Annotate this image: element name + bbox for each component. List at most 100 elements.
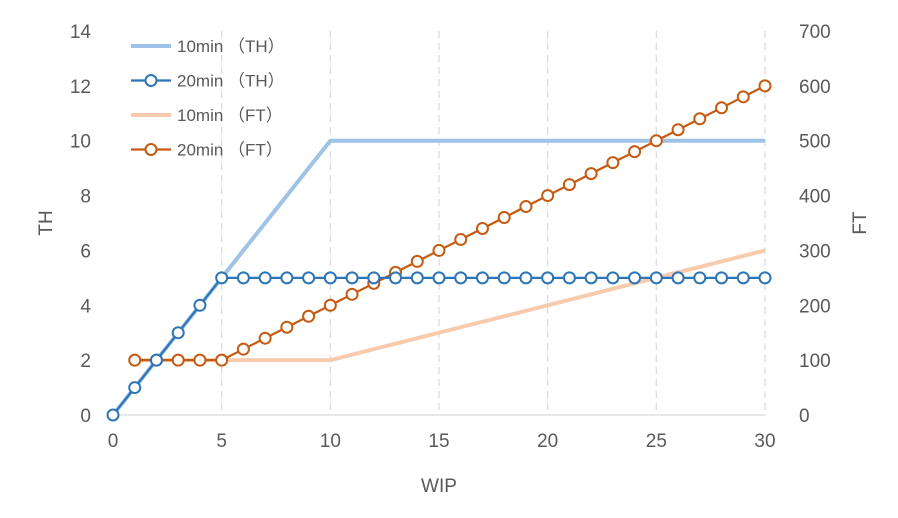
data-point xyxy=(128,381,142,395)
y2-tick-label: 700 xyxy=(799,22,831,43)
data-point xyxy=(410,271,424,285)
y2-tick-label: 600 xyxy=(799,77,831,98)
x-tick-label: 30 xyxy=(754,431,775,452)
data-point xyxy=(454,271,468,285)
x-axis-title: WIP xyxy=(421,476,457,497)
y2-tick-label: 0 xyxy=(799,406,810,427)
data-point xyxy=(736,271,750,285)
data-point xyxy=(693,271,707,285)
y-tick-label: 0 xyxy=(80,406,91,427)
data-point xyxy=(736,90,750,104)
data-point xyxy=(758,271,772,285)
y2-tick-label: 400 xyxy=(799,187,831,208)
data-point xyxy=(171,353,185,367)
x-tick-label: 15 xyxy=(428,431,449,452)
legend: 10min （TH） 20min （TH） 10min （FT） 20min （FT） xyxy=(131,37,285,160)
x-tick-label: 20 xyxy=(537,431,558,452)
data-point xyxy=(519,200,533,214)
data-point xyxy=(497,211,511,225)
legend-marker xyxy=(144,74,158,87)
legend-item: 10min （FT） xyxy=(131,106,283,125)
data-point xyxy=(171,326,185,340)
y2-axis-title: FT xyxy=(850,211,871,235)
data-point xyxy=(628,271,642,285)
legend-label: 10min （TH） xyxy=(177,37,285,56)
data-point xyxy=(236,271,250,285)
data-point xyxy=(345,287,359,301)
data-point xyxy=(454,232,468,246)
data-point xyxy=(280,271,294,285)
data-point xyxy=(432,243,446,257)
data-point xyxy=(649,271,663,285)
data-point xyxy=(432,271,446,285)
data-point xyxy=(693,112,707,126)
data-point xyxy=(628,145,642,159)
y-axis-title: TH xyxy=(36,210,57,235)
data-point xyxy=(280,320,294,334)
x-axis-ticks: 0 5 10 15 20 25 30 xyxy=(108,431,776,452)
data-point xyxy=(649,134,663,148)
y-tick-label: 8 xyxy=(80,187,91,208)
series-3 xyxy=(128,79,772,367)
data-point xyxy=(671,123,685,137)
legend-item: 10min （TH） xyxy=(131,37,285,56)
data-point xyxy=(606,156,620,170)
y-tick-label: 12 xyxy=(70,77,91,98)
data-point xyxy=(345,271,359,285)
data-point xyxy=(758,79,772,93)
data-point xyxy=(562,178,576,192)
data-point xyxy=(497,271,511,285)
data-point xyxy=(302,309,316,323)
data-point xyxy=(715,271,729,285)
series-1 xyxy=(106,271,772,422)
data-point xyxy=(584,271,598,285)
x-tick-label: 0 xyxy=(108,431,119,452)
data-point xyxy=(302,271,316,285)
y-tick-label: 6 xyxy=(80,241,91,262)
data-point xyxy=(193,298,207,312)
y-tick-label: 4 xyxy=(80,296,91,317)
y2-tick-label: 500 xyxy=(799,132,831,153)
data-point xyxy=(149,353,163,367)
y-tick-label: 2 xyxy=(80,351,91,372)
data-point xyxy=(215,353,229,367)
y2-tick-label: 300 xyxy=(799,241,831,262)
data-point xyxy=(584,167,598,181)
data-point xyxy=(410,254,424,268)
data-point xyxy=(236,342,250,356)
data-point xyxy=(389,271,403,285)
y2-tick-label: 100 xyxy=(799,351,831,372)
y-axis-ticks: 0 2 4 6 8 10 12 14 xyxy=(70,22,92,427)
data-point xyxy=(671,271,685,285)
data-point xyxy=(323,271,337,285)
legend-label: 20min （FT） xyxy=(177,141,283,160)
y-tick-label: 10 xyxy=(70,132,91,153)
data-point xyxy=(106,408,120,422)
legend-item: 20min （TH） xyxy=(131,72,285,91)
legend-label: 20min （TH） xyxy=(177,72,285,91)
data-point xyxy=(562,271,576,285)
data-point xyxy=(258,331,272,345)
data-point xyxy=(606,271,620,285)
vertical-gridlines xyxy=(221,31,766,415)
legend-marker xyxy=(144,143,158,156)
data-point xyxy=(193,353,207,367)
x-tick-label: 10 xyxy=(320,431,341,452)
data-point xyxy=(215,271,229,285)
series-group xyxy=(106,79,772,422)
data-point xyxy=(323,298,337,312)
data-point xyxy=(367,271,381,285)
data-point xyxy=(541,271,555,285)
data-point xyxy=(715,101,729,115)
y-tick-label: 14 xyxy=(70,22,92,43)
data-point xyxy=(475,221,489,235)
data-point xyxy=(519,271,533,285)
data-point xyxy=(475,271,489,285)
data-point xyxy=(128,353,142,367)
y2-tick-label: 200 xyxy=(799,296,831,317)
data-point xyxy=(258,271,272,285)
legend-item: 20min （FT） xyxy=(131,141,283,160)
x-tick-label: 5 xyxy=(216,431,227,452)
legend-label: 10min （FT） xyxy=(177,106,283,125)
